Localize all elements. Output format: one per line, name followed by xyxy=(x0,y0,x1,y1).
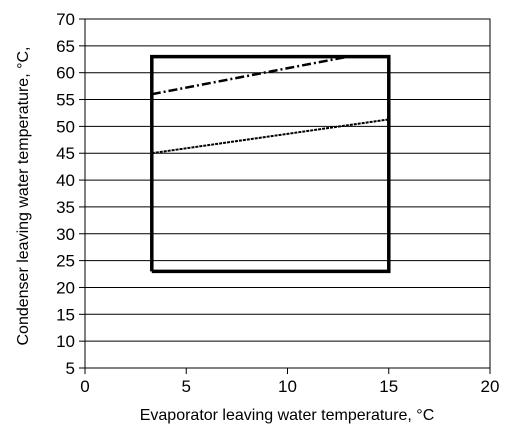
y-tick-label-55: 55 xyxy=(56,91,75,110)
x-tick-label-15: 15 xyxy=(379,377,398,396)
y-tick-label-35: 35 xyxy=(56,198,75,217)
y-tick-label-50: 50 xyxy=(56,117,75,136)
x-tick-label-0: 0 xyxy=(80,377,89,396)
y-tick-label-40: 40 xyxy=(56,171,75,190)
y-tick-label-25: 25 xyxy=(56,252,75,271)
y-tick-label-45: 45 xyxy=(56,144,75,163)
x-tick-label-20: 20 xyxy=(481,377,500,396)
series-line-dashed-2 xyxy=(151,118,389,155)
y-tick-label-10: 10 xyxy=(56,332,75,351)
y-tick-label-65: 65 xyxy=(56,37,75,56)
series-line-dash-dot-1 xyxy=(151,55,349,96)
series-line-solid-0 xyxy=(150,54,391,274)
y-axis-title: Condenser leaving water temperature, °C, xyxy=(15,47,32,346)
gridlines xyxy=(85,45,490,342)
y-tick-label-60: 60 xyxy=(56,64,75,83)
y-tick-label-30: 30 xyxy=(56,225,75,244)
y-tick-label-15: 15 xyxy=(56,305,75,324)
y-tick-label-70: 70 xyxy=(56,10,75,29)
x-axis-title: Evaporator leaving water temperature, °C xyxy=(140,407,435,424)
x-tick-label-5: 5 xyxy=(182,377,191,396)
plot-area-frame xyxy=(84,18,491,369)
x-tick-labels: 0 5 10 15 20 xyxy=(80,368,499,396)
y-tick-label-20: 20 xyxy=(56,278,75,297)
x-tick-label-10: 10 xyxy=(278,377,297,396)
y-tick-labels: 5 10 15 20 25 30 35 40 45 50 55 60 65 70 xyxy=(56,10,85,378)
series-group xyxy=(150,54,391,274)
y-tick-label-5: 5 xyxy=(66,359,75,378)
